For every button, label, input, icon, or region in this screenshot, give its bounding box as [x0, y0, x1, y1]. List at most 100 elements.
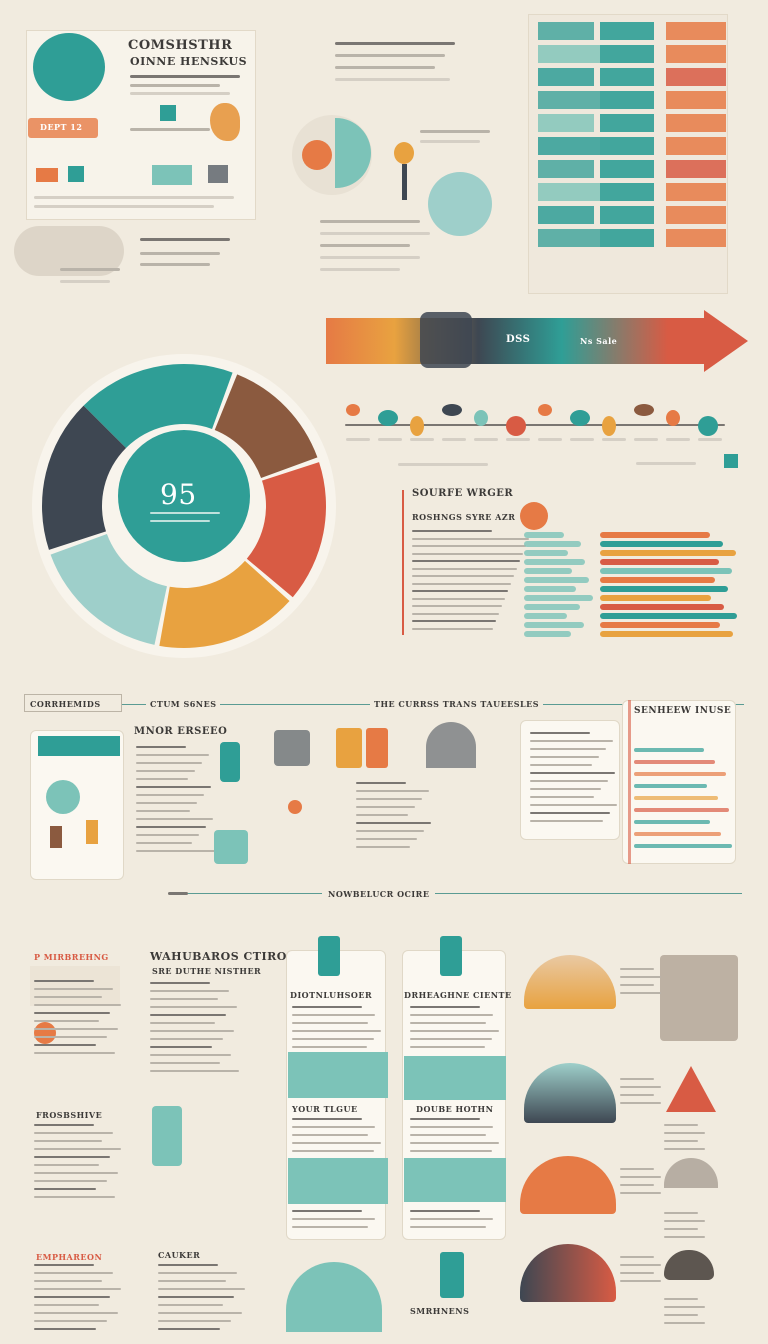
- page-title-line1: COMSHSTHR: [128, 38, 233, 53]
- divider-rule: [170, 893, 742, 894]
- text-line: [335, 78, 450, 81]
- text-line: [150, 982, 210, 984]
- timeline-marker: [378, 410, 398, 426]
- text-line: [410, 1226, 486, 1228]
- bulb-stem: [402, 164, 407, 200]
- text-line: [412, 575, 514, 577]
- text-line: [136, 842, 192, 844]
- arrow-label-b: Ns Sale: [580, 336, 618, 346]
- chart-icon-orange: [28, 118, 98, 138]
- text-line: [410, 1142, 499, 1144]
- text-line: [150, 1030, 234, 1032]
- table-cell-orange: [666, 91, 726, 109]
- text-line: [410, 1038, 492, 1040]
- bar-segment: [600, 613, 737, 619]
- timeline-marker: [538, 404, 552, 416]
- text-line: [158, 1280, 226, 1282]
- timeline-marker: [506, 416, 526, 436]
- text-line: [158, 1296, 234, 1298]
- text-line: [620, 1094, 654, 1096]
- text-line: [150, 1038, 223, 1040]
- text-line: [620, 1272, 654, 1274]
- donut-segment: [42, 405, 127, 550]
- text-line: [530, 756, 599, 758]
- text-line: [140, 252, 220, 255]
- text-line: [664, 1322, 705, 1324]
- section3-left-mid: FROSBSHIVE: [36, 1110, 103, 1120]
- bar-segment: [524, 532, 564, 538]
- text-line: [410, 1030, 499, 1032]
- text-line: [356, 798, 422, 800]
- section3-left-box: [30, 966, 120, 1006]
- text-line: [530, 748, 606, 750]
- text-line: [634, 438, 658, 441]
- text-line: [530, 772, 615, 774]
- text-line: [34, 1020, 99, 1022]
- illus-dusk-dome: [520, 1244, 616, 1302]
- section3-center-head: WAHUBAROS CTIRO: [150, 950, 287, 963]
- page-title-line2: OINNE HENSKUS: [130, 55, 248, 68]
- text-line: [620, 1102, 661, 1104]
- section3-left-head: P MIRBREHNG: [34, 952, 109, 962]
- timeline-marker: [410, 416, 424, 436]
- text-line: [538, 438, 562, 441]
- timeline-marker: [634, 404, 654, 416]
- text-line: [168, 892, 188, 895]
- text-line: [335, 42, 455, 45]
- bar-segment: [600, 577, 715, 583]
- text-line: [412, 552, 523, 555]
- text-line: [620, 984, 654, 986]
- text-line: [292, 1118, 362, 1120]
- donut-segment: [214, 374, 318, 478]
- col2-low: SMRHNENS: [410, 1306, 470, 1316]
- bar-segment: [524, 631, 571, 637]
- square-icon: [160, 105, 176, 121]
- donut-segment: [246, 462, 326, 598]
- panel-accent: [628, 700, 631, 864]
- tile-icon: [36, 168, 58, 182]
- text-line: [620, 1168, 654, 1170]
- timeline-marker: [474, 410, 488, 426]
- table-cell-teal: [600, 68, 654, 86]
- text-line: [356, 846, 410, 848]
- text-line: [150, 1062, 220, 1064]
- text-line: [150, 1046, 212, 1048]
- text-line: [530, 740, 613, 742]
- text-line: [620, 1264, 661, 1266]
- text-line: [412, 590, 508, 592]
- text-line: [34, 1164, 99, 1166]
- tile-icon: [68, 166, 84, 182]
- text-line: [410, 1150, 492, 1152]
- text-line: [356, 806, 415, 808]
- divider-label: NOWBELUCR OCIRE: [322, 889, 436, 899]
- text-line: [136, 786, 211, 788]
- text-line: [130, 128, 210, 131]
- text-line: [378, 438, 402, 441]
- text-line: [34, 1156, 110, 1158]
- section3-center-sub: SRE DUTHE NISTHER: [152, 966, 262, 976]
- text-line: [150, 1054, 231, 1056]
- text-line: [664, 1220, 705, 1222]
- text-line: [356, 838, 417, 840]
- text-line: [410, 438, 434, 441]
- text-line: [356, 814, 408, 816]
- col1-band: [288, 1158, 388, 1204]
- text-line: [136, 746, 186, 748]
- table-cell-orange: [666, 22, 726, 40]
- table-cell-orange: [666, 114, 726, 132]
- text-line: [136, 810, 190, 812]
- bar-segment: [600, 595, 711, 601]
- building-icon: [426, 722, 476, 768]
- bar-segment: [634, 784, 707, 788]
- bar-segment: [634, 748, 704, 752]
- text-line: [34, 1272, 113, 1274]
- text-line: [320, 268, 400, 271]
- text-line: [292, 1014, 375, 1016]
- bar-segment: [600, 604, 724, 610]
- text-line: [506, 438, 530, 441]
- text-line: [150, 1022, 215, 1024]
- bar-segment: [524, 586, 576, 592]
- text-line: [34, 1188, 96, 1190]
- col1-head: DIOTNLUHSOER: [290, 990, 373, 1000]
- text-line: [136, 826, 206, 828]
